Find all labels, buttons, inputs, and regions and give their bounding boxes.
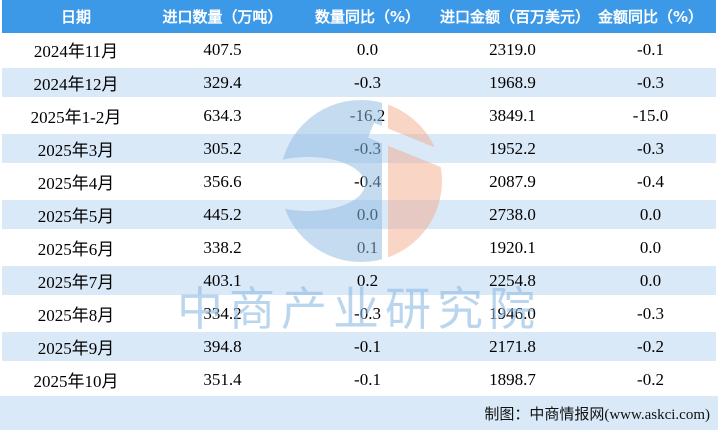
value-cell: -0.4 [354, 171, 381, 191]
value-cell: -0.3 [637, 303, 664, 323]
value-cell: 2087.9 [489, 171, 536, 191]
value-cell: 0.0 [639, 237, 662, 257]
value-cell: -0.3 [354, 72, 381, 92]
date-cell: 2025年3月 [37, 141, 115, 160]
value-cell: -0.4 [637, 171, 664, 191]
value-cell: -0.3 [354, 303, 381, 323]
value-cell: -0.2 [637, 369, 664, 389]
table-header-row: 日期 进口数量（万吨） 数量同比（%） 进口金额（百万美元） 金额同比（%） [2, 0, 716, 33]
value-cell: -0.2 [637, 336, 664, 356]
header-cell-import-qty: 进口数量（万吨） [162, 8, 283, 26]
value-cell: 1946.0 [489, 303, 536, 323]
date-cell: 2025年8月 [37, 306, 115, 325]
date-cell: 2025年9月 [37, 339, 115, 358]
value-cell: -0.3 [637, 138, 664, 158]
value-cell: 1952.2 [489, 138, 536, 158]
table-body: 2024年11月 407.5 0.0 2319.0 -0.1 2024年12月 329.4 -… [2, 33, 716, 396]
table-row: 2025年10月 351.4 -0.1 1898.7 -0.2 [2, 363, 716, 396]
date-cell: 2025年1-2月 [30, 108, 122, 127]
value-cell: 356.6 [203, 171, 242, 191]
table-row: 2025年3月 305.2 -0.3 1952.2 -0.3 [2, 132, 716, 165]
table-row: 2025年8月 334.2 -0.3 1946.0 -0.3 [2, 297, 716, 330]
value-cell: 445.2 [203, 204, 242, 224]
date-cell: 2024年11月 [33, 42, 119, 61]
value-cell: 403.1 [203, 270, 242, 290]
value-cell: 0.1 [356, 237, 379, 257]
footer-credit-band: 制图：中商情报网(www.askci.com) [0, 396, 718, 430]
value-cell: -0.1 [354, 336, 381, 356]
value-cell: 329.4 [203, 72, 242, 92]
date-cell: 2024年12月 [33, 75, 119, 94]
value-cell: 0.0 [356, 204, 379, 224]
value-cell: 407.5 [203, 39, 242, 59]
value-cell: 1920.1 [489, 237, 536, 257]
value-cell: 394.8 [203, 336, 242, 356]
date-cell: 2025年10月 [33, 372, 119, 391]
value-cell: 2254.8 [489, 270, 536, 290]
table-row: 2025年7月 403.1 0.2 2254.8 0.0 [2, 264, 716, 297]
value-cell: 0.2 [356, 270, 379, 290]
footer-credit: 制图：中商情报网(www.askci.com) [484, 406, 710, 423]
value-cell: 2319.0 [489, 39, 536, 59]
value-cell: 305.2 [203, 138, 242, 158]
table-row: 2024年11月 407.5 0.0 2319.0 -0.1 [2, 33, 716, 66]
value-cell: 1898.7 [489, 369, 536, 389]
value-cell: 2738.0 [489, 204, 536, 224]
table-row: 2025年5月 445.2 0.0 2738.0 0.0 [2, 198, 716, 231]
date-cell: 2025年4月 [37, 174, 115, 193]
table-row: 2025年9月 394.8 -0.1 2171.8 -0.2 [2, 330, 716, 363]
value-cell: 334.2 [203, 303, 242, 323]
value-cell: 338.2 [203, 237, 242, 257]
value-cell: -0.1 [354, 369, 381, 389]
table-row: 2024年12月 329.4 -0.3 1968.9 -0.3 [2, 66, 716, 99]
table-row: 2025年1-2月 634.3 -16.2 3849.1 -15.0 [2, 99, 716, 132]
date-cell: 2025年7月 [37, 273, 115, 292]
value-cell: -0.3 [354, 138, 381, 158]
value-cell: 0.0 [639, 204, 662, 224]
value-cell: -0.3 [637, 72, 664, 92]
value-cell: 351.4 [203, 369, 242, 389]
value-cell: 0.0 [356, 39, 379, 59]
value-cell: -0.1 [637, 39, 664, 59]
value-cell: 634.3 [203, 105, 242, 125]
date-cell: 2025年5月 [37, 207, 115, 226]
value-cell: 1968.9 [489, 72, 536, 92]
header-cell-value-yoy: 金额同比（%） [597, 8, 704, 26]
table-row: 2025年4月 356.6 -0.4 2087.9 -0.4 [2, 165, 716, 198]
header-cell-date: 日期 [60, 8, 91, 26]
value-cell: -15.0 [632, 105, 669, 125]
value-cell: 0.0 [639, 270, 662, 290]
import-stats-table: 日期 进口数量（万吨） 数量同比（%） 进口金额（百万美元） 金额同比（%） 2… [2, 0, 716, 396]
date-cell: 2025年6月 [37, 240, 115, 259]
value-cell: 3849.1 [489, 105, 536, 125]
value-cell: 2171.8 [489, 336, 536, 356]
header-cell-qty-yoy: 数量同比（%） [314, 8, 421, 26]
table-row: 2025年6月 338.2 0.1 1920.1 0.0 [2, 231, 716, 264]
header-cell-import-value: 进口金额（百万美元） [440, 8, 591, 26]
value-cell: -16.2 [349, 105, 386, 125]
